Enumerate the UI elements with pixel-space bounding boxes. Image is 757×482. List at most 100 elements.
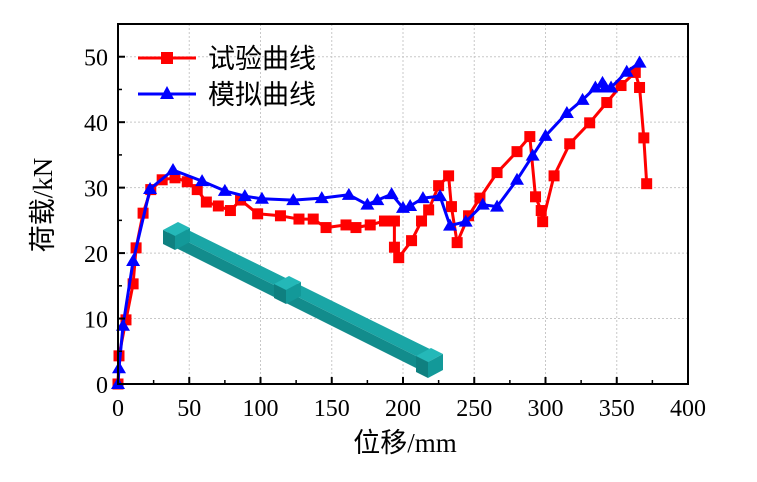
data-point-square bbox=[320, 222, 332, 234]
x-tick-label: 100 bbox=[243, 396, 279, 422]
data-point-triangle bbox=[195, 174, 210, 187]
data-point-triangle bbox=[458, 214, 473, 227]
x-axis-label: 位移/mm bbox=[353, 428, 457, 458]
data-point-square bbox=[445, 201, 457, 213]
x-tick-label: 300 bbox=[528, 396, 564, 422]
y-tick-label: 10 bbox=[84, 308, 108, 334]
data-point-triangle bbox=[443, 218, 458, 231]
data-point-square bbox=[406, 235, 418, 247]
data-point-triangle bbox=[115, 318, 130, 331]
data-point-triangle bbox=[286, 193, 301, 206]
data-point-triangle bbox=[166, 162, 181, 175]
data-point-square bbox=[378, 215, 390, 227]
data-point-square bbox=[340, 219, 352, 231]
data-point-square bbox=[530, 191, 542, 203]
data-point-square bbox=[200, 196, 212, 208]
data-point-square bbox=[641, 178, 653, 190]
y-tick-label: 30 bbox=[84, 177, 108, 203]
y-tick-label: 0 bbox=[96, 373, 108, 399]
x-tick-label: 50 bbox=[177, 396, 201, 422]
data-point-triangle bbox=[143, 181, 158, 194]
data-point-square bbox=[638, 132, 650, 144]
legend-label-simulation: 模拟曲线 bbox=[208, 80, 316, 110]
data-point-square bbox=[388, 241, 400, 253]
y-tick-label: 40 bbox=[84, 111, 108, 137]
data-point-square bbox=[491, 167, 503, 179]
data-point-square bbox=[416, 215, 428, 227]
data-point-triangle bbox=[217, 183, 232, 196]
data-point-square bbox=[388, 215, 400, 227]
data-point-square bbox=[224, 205, 236, 217]
data-point-triangle bbox=[237, 189, 252, 202]
data-point-triangle bbox=[575, 92, 590, 105]
data-point-square bbox=[191, 184, 203, 196]
data-point-triangle bbox=[559, 106, 574, 119]
data-point-square bbox=[474, 192, 486, 204]
legend-marker-triangle bbox=[160, 86, 174, 99]
data-point-triangle bbox=[588, 80, 603, 93]
y-axis-label: 荷载/kN bbox=[28, 158, 58, 253]
data-point-square bbox=[535, 205, 547, 217]
data-point-square bbox=[443, 170, 455, 182]
data-point-square bbox=[393, 252, 405, 264]
data-point-triangle bbox=[433, 189, 448, 202]
data-point-triangle bbox=[525, 148, 540, 161]
data-point-square bbox=[423, 204, 435, 216]
data-point-square bbox=[601, 97, 613, 109]
data-point-triangle bbox=[341, 187, 356, 200]
data-point-square bbox=[307, 213, 319, 225]
data-point-triangle bbox=[254, 191, 269, 204]
series-layer bbox=[111, 55, 653, 390]
data-point-square bbox=[564, 138, 576, 150]
data-point-triangle bbox=[415, 191, 430, 204]
data-point-square bbox=[463, 210, 475, 222]
data-point-square bbox=[212, 200, 224, 212]
data-point-triangle bbox=[538, 128, 553, 141]
data-point-triangle bbox=[384, 187, 399, 200]
data-point-triangle bbox=[490, 199, 505, 212]
data-point-square bbox=[634, 81, 646, 93]
x-tick-label: 150 bbox=[314, 396, 350, 422]
legend-marker-square bbox=[161, 52, 173, 64]
data-point-square bbox=[511, 146, 523, 158]
data-point-square bbox=[169, 172, 181, 184]
data-point-square bbox=[181, 176, 193, 188]
y-tick-label: 50 bbox=[84, 46, 108, 72]
data-point-square bbox=[615, 80, 627, 92]
data-point-triangle bbox=[475, 197, 490, 210]
data-point-triangle bbox=[126, 253, 141, 266]
data-point-square bbox=[252, 208, 264, 220]
data-point-square bbox=[548, 170, 560, 182]
data-point-square bbox=[350, 222, 362, 234]
legend: 试验曲线 模拟曲线 bbox=[138, 44, 316, 110]
data-point-square bbox=[584, 117, 596, 129]
data-point-triangle bbox=[510, 172, 524, 185]
legend-label-test: 试验曲线 bbox=[208, 44, 316, 74]
data-point-square bbox=[293, 213, 305, 225]
data-point-square bbox=[524, 131, 536, 143]
data-point-triangle bbox=[632, 55, 647, 68]
data-point-triangle bbox=[604, 80, 619, 93]
axes: 0 50 100 150 200 250 300 350 400 0 10 20 30 40 50 bbox=[84, 23, 706, 422]
data-point-triangle bbox=[619, 64, 634, 77]
data-point-square bbox=[274, 210, 286, 222]
data-point-square bbox=[629, 66, 641, 78]
data-point-square bbox=[451, 237, 463, 249]
data-point-square bbox=[537, 216, 549, 228]
data-point-square bbox=[364, 219, 376, 231]
beam-model-inset-image bbox=[163, 222, 443, 378]
data-point-triangle bbox=[403, 198, 418, 211]
data-point-square bbox=[120, 314, 132, 326]
data-point-triangle bbox=[370, 193, 385, 206]
x-tick-label: 0 bbox=[112, 396, 124, 422]
x-tick-label: 250 bbox=[456, 396, 492, 422]
data-point-triangle bbox=[314, 191, 329, 204]
data-point-square bbox=[433, 180, 445, 192]
x-tick-label: 350 bbox=[599, 396, 635, 422]
data-point-square bbox=[127, 278, 139, 290]
data-point-triangle bbox=[360, 197, 375, 210]
y-tick-label: 20 bbox=[84, 242, 108, 268]
x-tick-label: 200 bbox=[385, 396, 421, 422]
x-tick-label: 400 bbox=[670, 396, 706, 422]
